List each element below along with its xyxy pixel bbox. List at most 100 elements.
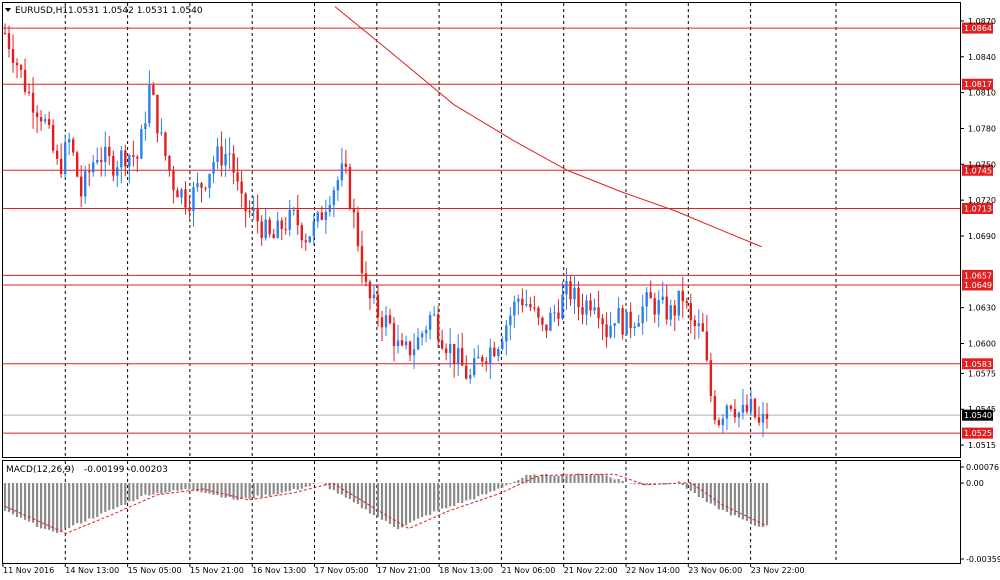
candle-body (180, 189, 183, 198)
candle-body (256, 209, 259, 222)
candle-body (481, 356, 484, 362)
candle-body (549, 312, 552, 331)
candle-body (444, 348, 448, 354)
y-tick-label: 1.0515 (968, 441, 996, 450)
candle-body (236, 172, 239, 182)
candle-body (753, 398, 757, 418)
candle-body (280, 220, 283, 230)
candle-body (100, 159, 103, 163)
candle-body (485, 361, 488, 364)
candle-body (448, 344, 452, 354)
candle-body (689, 303, 692, 321)
candle-body (248, 211, 251, 213)
macd-signal-line (4, 473, 768, 534)
candle-body (356, 212, 360, 247)
y-tick-label: 1.0600 (968, 340, 996, 349)
x-tick-label: 23 Nov 22:00 (751, 566, 805, 575)
candle-body (164, 132, 167, 156)
candle-body (324, 211, 328, 220)
candle-body (609, 325, 612, 338)
x-tick-label: 21 Nov 06:00 (501, 566, 555, 575)
candle-body (709, 360, 713, 397)
candle-body (665, 296, 668, 320)
candle-body (404, 341, 408, 346)
candle-body (104, 146, 107, 163)
price-level-value: 1.0745 (964, 166, 992, 175)
candle-body (757, 417, 761, 423)
candle-body (661, 296, 664, 301)
candle-body (296, 209, 299, 226)
x-tick-label: 16 Nov 13:00 (252, 566, 306, 575)
y-tick-label: 1.0810 (968, 89, 996, 98)
candle-body (156, 94, 159, 134)
candle-body (541, 317, 544, 325)
price-level-tag (962, 427, 993, 439)
x-tick-label: 11 Nov 2016 (3, 566, 54, 575)
candle-body (320, 212, 324, 220)
candle-body (3, 32, 7, 34)
candle-body (51, 124, 55, 151)
candle-body (240, 181, 243, 194)
candle-body (605, 324, 608, 338)
candle-body (120, 150, 123, 168)
candle-body (649, 292, 652, 299)
candle-body (43, 119, 47, 122)
x-tick-label: 21 Nov 22:00 (564, 566, 618, 575)
candle-body (673, 305, 676, 316)
candle-body (216, 146, 219, 163)
candle-body (561, 294, 564, 319)
candle-body (529, 304, 532, 308)
candle-body (376, 294, 380, 318)
time-axis: 11 Nov 2016 14 Nov 13:00 15 Nov 05:00 15 No… (2, 563, 805, 575)
candle-body (432, 314, 436, 316)
candle-body (669, 305, 672, 320)
candle-body (260, 221, 263, 239)
ohlc-values: 1.0531 1.0542 1.0531 1.0540 (68, 6, 203, 16)
price-level-tag (962, 202, 993, 214)
candle-body (252, 209, 255, 212)
chart-menu-triangle-icon[interactable] (5, 8, 11, 12)
candle-body (47, 119, 51, 125)
price-level-tag (962, 269, 993, 281)
candle-body (80, 176, 83, 197)
candle-body (553, 312, 556, 314)
candle-body (505, 325, 508, 342)
candle-body (436, 314, 440, 341)
y-tick-label: 1.0630 (968, 304, 996, 313)
x-tick-label: 17 Nov 05:00 (315, 566, 369, 575)
candle-body (633, 326, 636, 328)
candle-body (489, 347, 492, 364)
candle-body (685, 301, 688, 304)
candle-body (272, 234, 275, 239)
candlesticks (3, 23, 769, 438)
candle-body (477, 356, 480, 359)
candle-body (765, 413, 769, 420)
candle-body (116, 167, 119, 176)
y-tick-label: 1.0545 (968, 405, 996, 414)
candle-body (204, 187, 207, 189)
vertical-grid (64, 3, 837, 563)
candle-body (440, 340, 444, 349)
price-level-value: 1.0525 (964, 429, 992, 438)
candle-body (192, 187, 195, 212)
price-level-value: 1.0817 (964, 80, 992, 89)
candle-body (565, 281, 568, 295)
candle-body (300, 225, 303, 241)
candle-body (557, 312, 560, 319)
candle-body (220, 146, 223, 166)
candle-body (160, 132, 163, 134)
y-tick-label: 1.0750 (968, 160, 996, 169)
price-level-value: 1.0864 (964, 24, 992, 33)
candle-body (31, 92, 35, 113)
candle-body (364, 273, 368, 282)
candle-body (601, 318, 604, 325)
candle-body (328, 204, 332, 212)
candle-body (697, 323, 701, 327)
candle-body (384, 315, 388, 328)
candle-body (268, 219, 271, 235)
price-level-tag (962, 22, 993, 34)
candle-body (67, 139, 71, 143)
candle-body (308, 236, 311, 243)
candle-body (75, 152, 79, 177)
